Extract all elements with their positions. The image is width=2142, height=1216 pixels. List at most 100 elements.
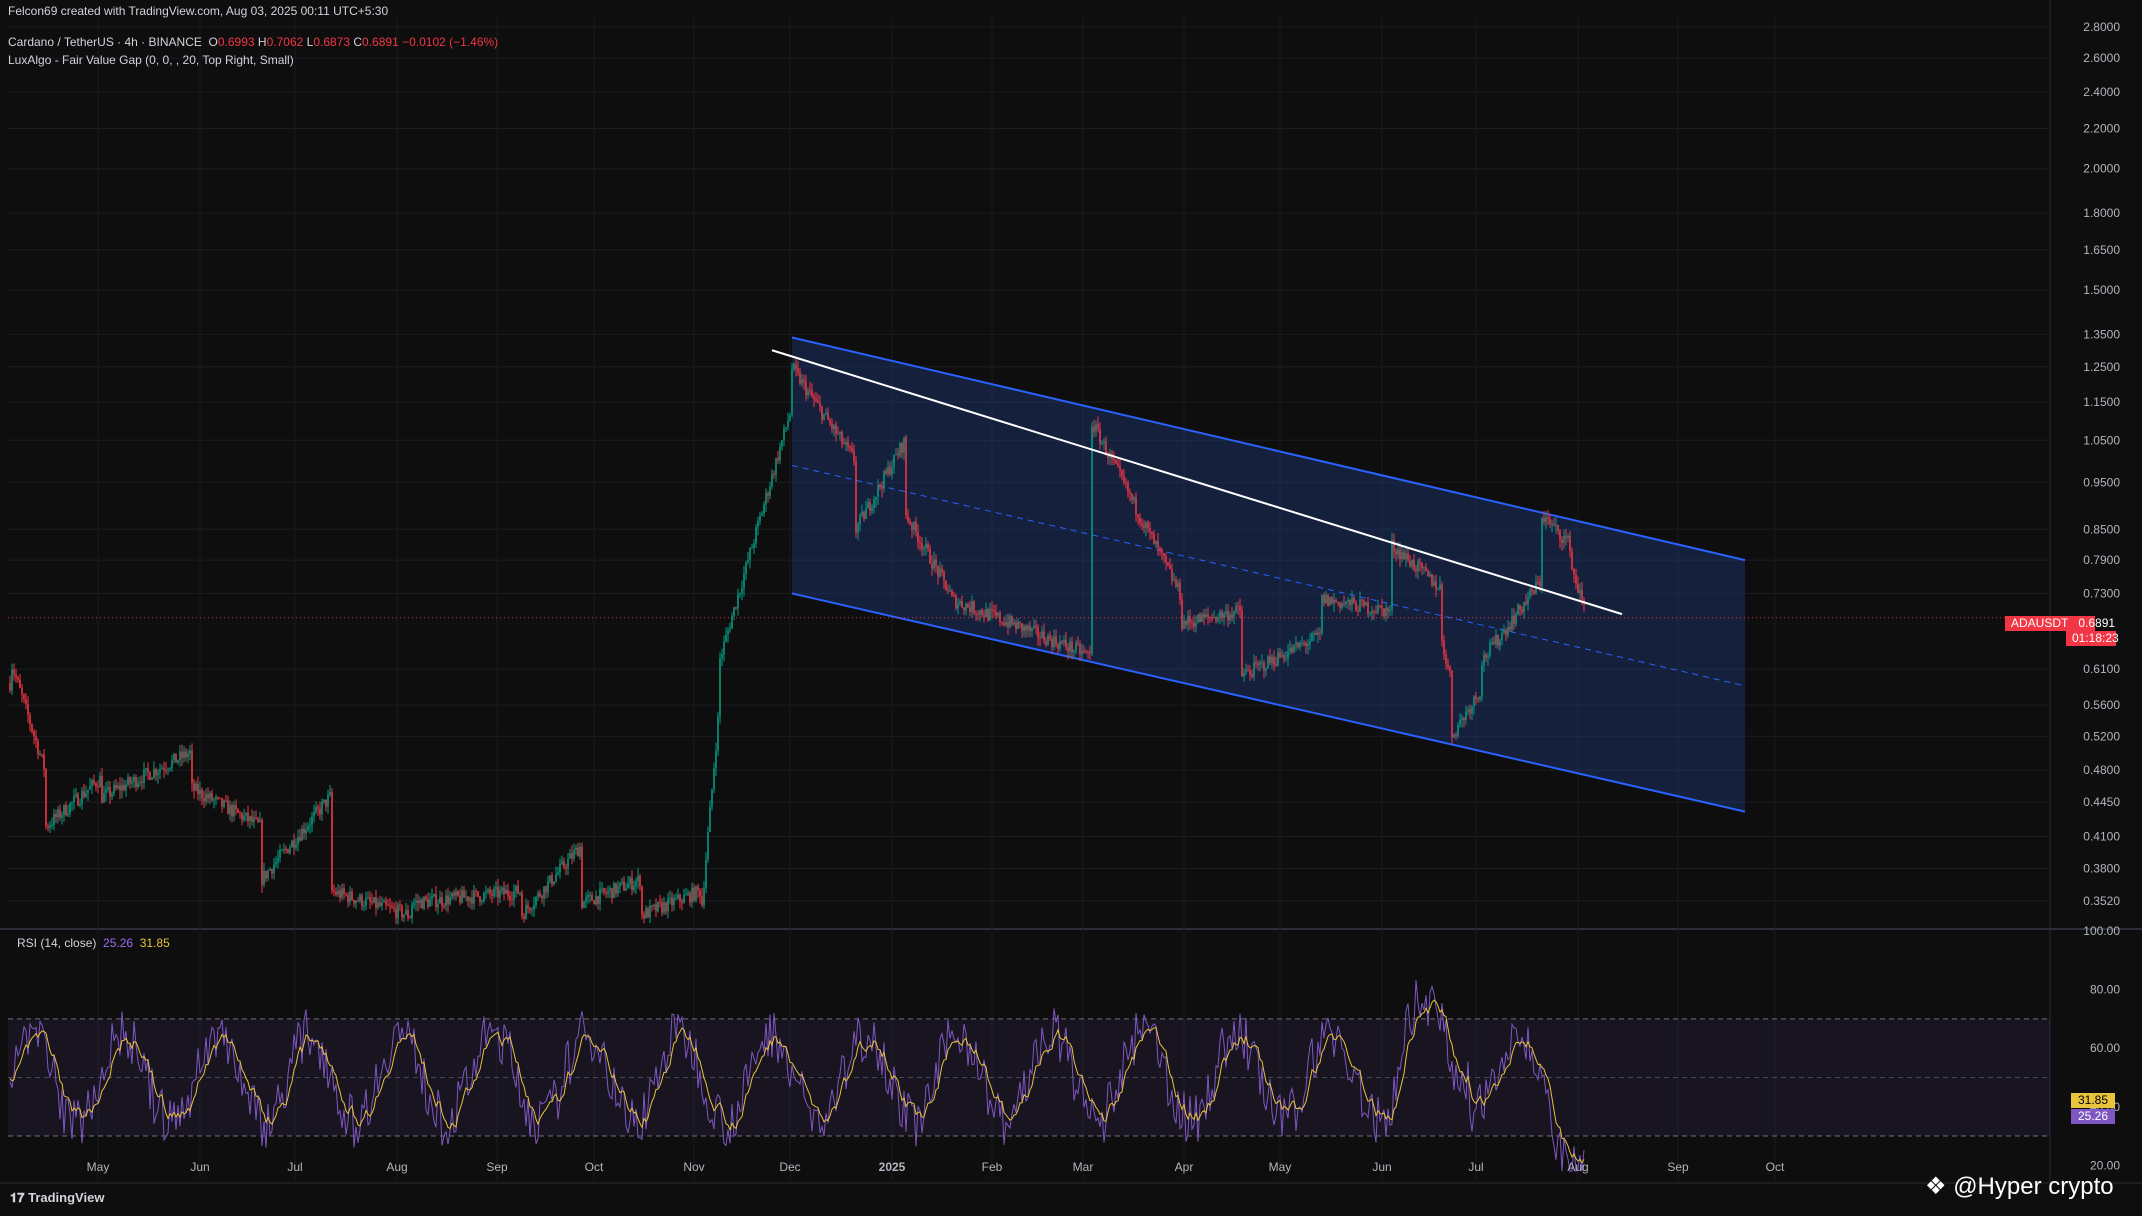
candle-body — [201, 789, 203, 799]
rsi-ma-line — [9, 999, 1585, 1164]
candle-body — [935, 559, 937, 567]
candle-body — [1025, 625, 1027, 631]
candle-body — [917, 531, 919, 543]
candle-body — [1303, 643, 1305, 645]
candle-body — [157, 772, 159, 776]
candle-body — [727, 630, 729, 635]
candle-body — [683, 894, 685, 903]
price-tick-label: 1.6500 — [2083, 243, 2120, 257]
candle-body — [761, 513, 763, 516]
candle-body — [565, 867, 567, 869]
candle-body — [267, 870, 269, 879]
candle-body — [1135, 497, 1137, 515]
candle-body — [59, 809, 61, 818]
candle-body — [1287, 651, 1289, 659]
candle-body — [337, 890, 339, 895]
candle-body — [1461, 718, 1463, 720]
candle-body — [1171, 568, 1173, 581]
candle-body — [641, 886, 643, 915]
bar-countdown: 01:18:23 — [2066, 631, 2119, 646]
candle-body — [237, 808, 239, 813]
candle-body — [1433, 581, 1435, 586]
candle-body — [541, 896, 543, 899]
candle-body — [947, 590, 949, 592]
candle-body — [731, 616, 733, 629]
candle-body — [1207, 614, 1209, 617]
candle-body — [707, 832, 709, 860]
candle-body — [1157, 541, 1159, 548]
candle-body — [1311, 633, 1313, 641]
candle-body — [835, 425, 837, 434]
candle-body — [555, 874, 557, 882]
candle-body — [67, 813, 69, 816]
candle-body — [773, 473, 775, 475]
rsi-tag: 25.26 — [2071, 1109, 2115, 1124]
candle-body — [679, 894, 681, 902]
candle-body — [145, 768, 147, 770]
candle-body — [1307, 643, 1309, 647]
candle-body — [15, 674, 17, 678]
candle-body — [789, 414, 791, 421]
candle-body — [1209, 616, 1211, 618]
candle-body — [1367, 602, 1369, 614]
time-tick-label: Feb — [982, 1160, 1003, 1174]
time-tick-label: Nov — [683, 1160, 704, 1174]
candle-body — [341, 888, 343, 898]
candle-body — [993, 610, 995, 612]
candle-body — [463, 890, 465, 898]
candle-body — [1421, 563, 1423, 569]
candle-body — [379, 902, 381, 906]
candle-body — [1019, 621, 1021, 624]
candle-body — [1467, 709, 1469, 712]
candle-body — [1447, 663, 1449, 667]
candle-body — [883, 471, 885, 489]
time-tick-label: May — [1269, 1160, 1292, 1174]
candle-body — [1341, 603, 1343, 608]
candle-body — [247, 812, 249, 822]
candle-body — [757, 520, 759, 528]
candle-body — [257, 818, 259, 823]
candle-body — [549, 875, 551, 882]
candle-body — [1199, 614, 1201, 623]
candle-body — [111, 793, 113, 797]
time-tick-label: May — [87, 1160, 110, 1174]
candle-body — [1175, 579, 1177, 587]
candle-body — [387, 904, 389, 906]
candle-body — [369, 897, 371, 902]
candle-body — [1351, 597, 1353, 606]
candle-body — [1001, 622, 1003, 624]
tradingview-logo[interactable]: 𝟏𝟕 TradingView — [10, 1190, 104, 1206]
candle-body — [1153, 533, 1155, 545]
candle-body — [419, 900, 421, 903]
candle-body — [433, 894, 435, 897]
candle-body — [1115, 460, 1117, 464]
candle-body — [401, 905, 403, 918]
candle-body — [1319, 632, 1321, 634]
candle-body — [1357, 610, 1359, 612]
candle-body — [1289, 647, 1291, 652]
candle-body — [603, 888, 605, 893]
candle-body — [797, 368, 799, 373]
candle-body — [581, 846, 583, 908]
candle-body — [579, 846, 581, 857]
candle-body — [77, 794, 79, 806]
rsi-legend[interactable]: RSI (14, close) 25.26 31.85 — [17, 936, 170, 950]
candle-body — [437, 903, 439, 908]
indicator-legend[interactable]: LuxAlgo - Fair Value Gap (0, 0, , 20, To… — [8, 53, 294, 67]
candle-body — [649, 905, 651, 918]
candle-body — [81, 791, 83, 804]
symbol-legend[interactable]: Cardano / TetherUS · 4h · BINANCE O0.699… — [8, 35, 499, 49]
candle-body — [989, 609, 991, 621]
candle-body — [1299, 643, 1301, 648]
candle-body — [123, 784, 125, 791]
candle-body — [533, 904, 535, 910]
price-tick-label: 0.4800 — [2083, 763, 2120, 777]
candle-body — [327, 795, 329, 807]
candle-body — [1297, 642, 1299, 648]
tradingview-brand: TradingView — [28, 1190, 105, 1205]
candle-body — [665, 902, 667, 912]
candle-body — [21, 687, 23, 695]
candle-body — [1093, 426, 1095, 432]
candle-body — [173, 753, 175, 760]
